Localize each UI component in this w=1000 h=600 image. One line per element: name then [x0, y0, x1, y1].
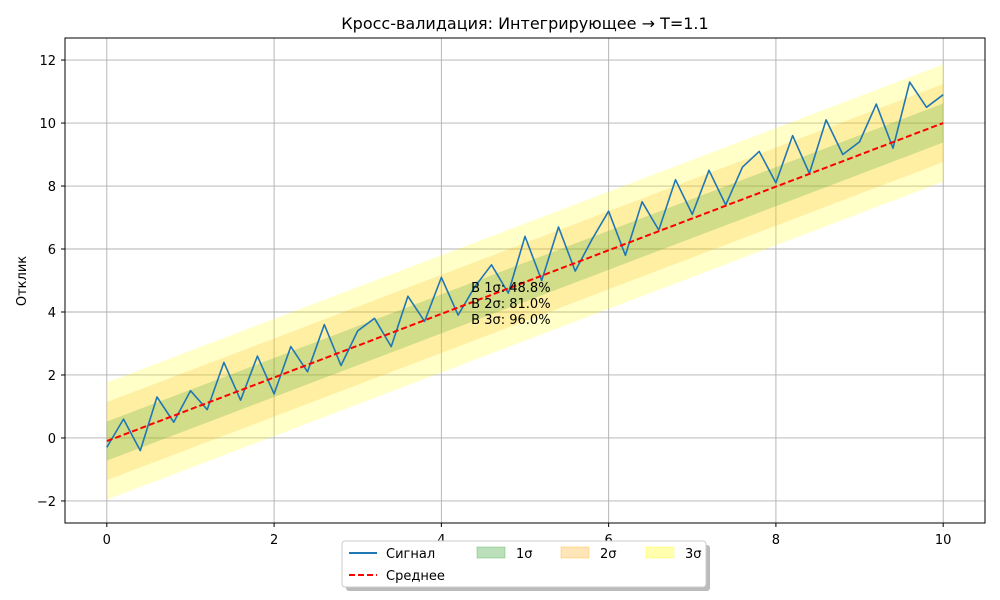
legend-2sigma-swatch — [560, 546, 590, 559]
annotation-2sigma: В 2σ: 81.0% — [471, 297, 550, 312]
signal-line — [106, 81, 944, 452]
x-tick-label: 10 — [935, 533, 952, 548]
sigma-bands — [106, 64, 944, 500]
x-tick-label: 2 — [270, 533, 278, 548]
legend-2sigma-label: 2σ — [600, 547, 617, 562]
annotation-1sigma: В 1σ: 48.8% — [471, 281, 550, 296]
legend-signal-label: Сигнал — [386, 547, 435, 562]
legend-1sigma-swatch — [476, 546, 506, 559]
legend-3sigma-swatch — [645, 546, 675, 559]
y-tick-label: 6 — [48, 243, 56, 258]
legend: Сигнал Среднее 1σ 2σ 3σ — [341, 540, 710, 591]
coverage-annotations: В 1σ: 48.8% В 2σ: 81.0% В 3σ: 96.0% — [471, 281, 550, 328]
series-lines — [106, 81, 944, 452]
y-tick-label: 4 — [48, 306, 56, 321]
legend-mean-label: Среднее — [386, 569, 445, 584]
annotation-3sigma: В 3σ: 96.0% — [471, 313, 550, 328]
band-2sigma — [106, 83, 944, 481]
band-1sigma — [106, 103, 944, 461]
plot-frame — [64, 37, 986, 524]
mean-line — [106, 122, 944, 443]
y-tick-label: 10 — [39, 117, 56, 132]
band-3sigma — [106, 64, 944, 500]
y-tick-label: 8 — [48, 180, 56, 195]
y-tick-label: 2 — [48, 369, 56, 384]
y-tick-label: 0 — [48, 432, 56, 447]
legend-box — [341, 540, 707, 588]
chart-title: Кросс-валидация: Интегрирующее → T=1.1 — [341, 14, 708, 33]
legend-1sigma-label: 1σ — [516, 547, 533, 562]
y-tick-label: −2 — [37, 495, 56, 510]
grid — [65, 38, 985, 523]
x-tick-label: 0 — [103, 533, 111, 548]
y-tick-label: 12 — [39, 54, 56, 69]
y-axis-label: Отклик — [15, 256, 30, 306]
legend-3sigma-label: 3σ — [685, 547, 702, 562]
x-tick-label: 8 — [772, 533, 780, 548]
